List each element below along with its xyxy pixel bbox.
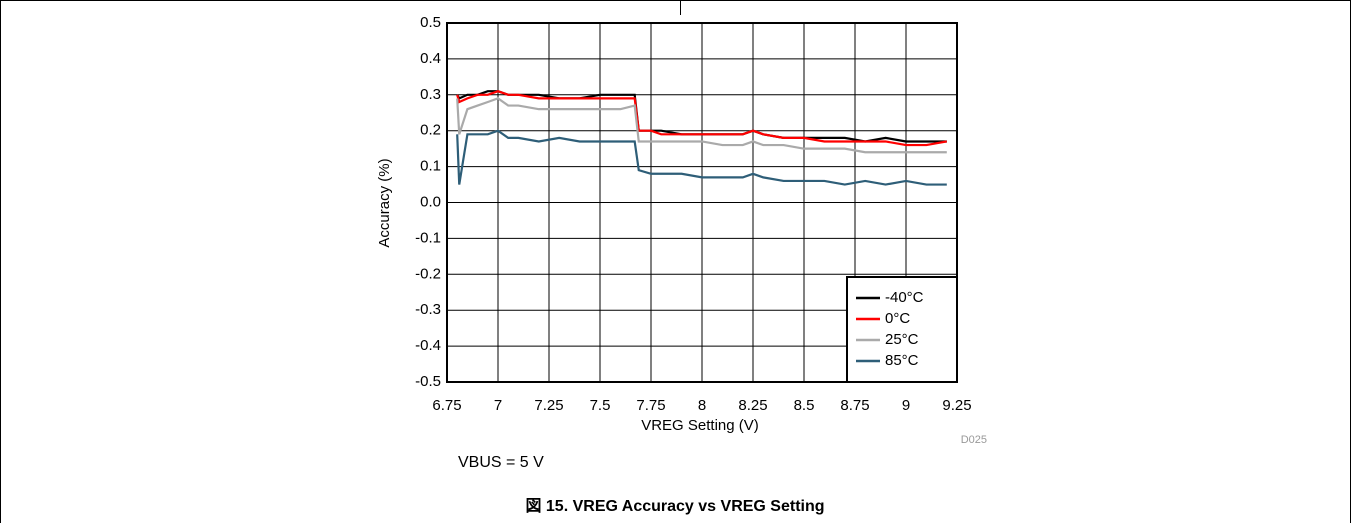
y-tick-label: 0.1 xyxy=(420,158,441,175)
y-tick-label: 0.2 xyxy=(420,122,441,139)
caption: 図 15. VREG Accuracy vs VREG Setting xyxy=(525,497,824,515)
note: VBUS = 5 V xyxy=(458,454,544,471)
legend-label: -40°C xyxy=(885,289,924,306)
legend-label: 0°C xyxy=(885,310,910,327)
x-tick-label: 8.75 xyxy=(840,397,869,414)
x-tick-label: 8.5 xyxy=(794,397,815,414)
legend-box xyxy=(846,276,958,383)
x-axis-label: VREG Setting (V) xyxy=(641,417,759,434)
y-tick-label: 0.3 xyxy=(420,86,441,103)
y-tick-label: -0.3 xyxy=(415,301,441,318)
plot-border xyxy=(446,22,958,383)
x-tick-label: 7.5 xyxy=(590,397,611,414)
y-tick-label: -0.1 xyxy=(415,229,441,246)
x-tick-label: 8 xyxy=(698,397,706,414)
series-line xyxy=(456,129,947,186)
x-tick-label: 7.75 xyxy=(636,397,665,414)
x-tick-label: 7.25 xyxy=(534,397,563,414)
x-tick-label: 8.25 xyxy=(738,397,767,414)
y-tick-label: 0.4 xyxy=(420,50,441,67)
y-axis-label: Accuracy (%) xyxy=(376,158,393,247)
x-tick-label: 7 xyxy=(494,397,502,414)
y-tick-label: -0.4 xyxy=(415,337,441,354)
series-line xyxy=(456,97,947,154)
y-tick-label: -0.2 xyxy=(415,265,441,282)
annotation: D025 xyxy=(961,434,987,446)
x-tick-label: 6.75 xyxy=(432,397,461,414)
y-tick-label: 0.0 xyxy=(420,193,441,210)
x-tick-label: 9 xyxy=(902,397,910,414)
y-tick-label: -0.5 xyxy=(415,373,441,390)
y-tick-label: 0.5 xyxy=(420,14,441,31)
x-tick-label: 9.25 xyxy=(942,397,971,414)
legend-label: 25°C xyxy=(885,331,919,348)
series-line xyxy=(456,90,947,147)
legend-label: 85°C xyxy=(885,352,919,369)
